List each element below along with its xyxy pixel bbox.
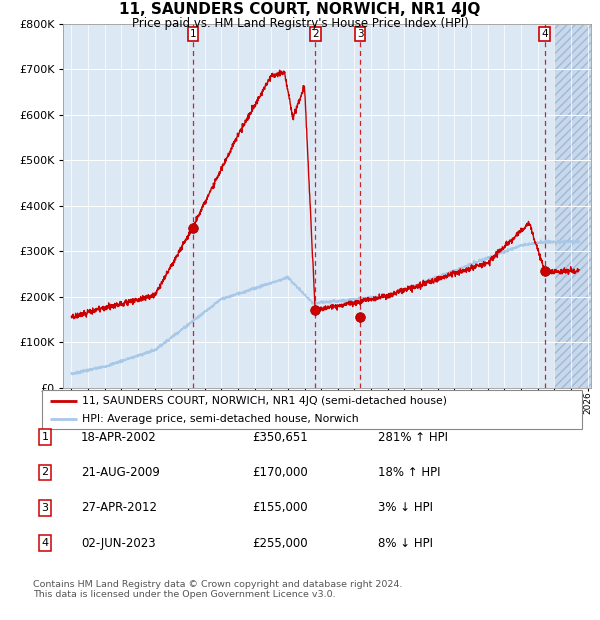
Text: 3: 3 [41,503,49,513]
Text: £350,651: £350,651 [252,431,308,443]
Text: 281% ↑ HPI: 281% ↑ HPI [378,431,448,443]
Text: 8% ↓ HPI: 8% ↓ HPI [378,537,433,549]
Text: 3% ↓ HPI: 3% ↓ HPI [378,502,433,514]
Text: Contains HM Land Registry data © Crown copyright and database right 2024.
This d: Contains HM Land Registry data © Crown c… [33,580,403,599]
Text: 27-APR-2012: 27-APR-2012 [81,502,157,514]
Text: HPI: Average price, semi-detached house, Norwich: HPI: Average price, semi-detached house,… [83,414,359,424]
Text: 4: 4 [41,538,49,548]
Text: 02-JUN-2023: 02-JUN-2023 [81,537,155,549]
Text: Price paid vs. HM Land Registry's House Price Index (HPI): Price paid vs. HM Land Registry's House … [131,17,469,30]
Text: 3: 3 [356,29,363,39]
FancyBboxPatch shape [42,390,582,429]
Text: 1: 1 [190,29,196,39]
Text: 2: 2 [41,467,49,477]
Text: 18% ↑ HPI: 18% ↑ HPI [378,466,440,479]
Text: 2: 2 [312,29,319,39]
Text: 4: 4 [541,29,548,39]
Text: 18-APR-2002: 18-APR-2002 [81,431,157,443]
Text: £255,000: £255,000 [252,537,308,549]
Text: £155,000: £155,000 [252,502,308,514]
Text: 21-AUG-2009: 21-AUG-2009 [81,466,160,479]
Text: 1: 1 [41,432,49,442]
Text: 11, SAUNDERS COURT, NORWICH, NR1 4JQ (semi-detached house): 11, SAUNDERS COURT, NORWICH, NR1 4JQ (se… [83,396,448,405]
Text: 11, SAUNDERS COURT, NORWICH, NR1 4JQ: 11, SAUNDERS COURT, NORWICH, NR1 4JQ [119,2,481,17]
Bar [554,24,591,388]
Text: £170,000: £170,000 [252,466,308,479]
